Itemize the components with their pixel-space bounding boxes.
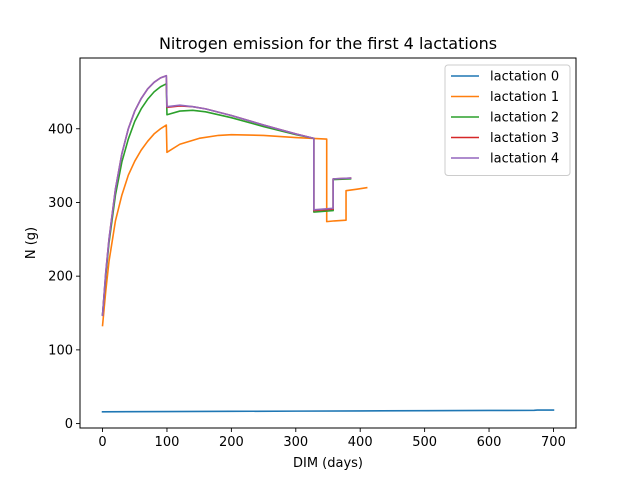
legend-label-3: lactation 3	[490, 131, 559, 146]
y-tick-label: 300	[48, 196, 73, 211]
x-tick-label: 700	[541, 435, 566, 450]
x-axis-label: DIM (days)	[293, 456, 363, 471]
y-axis: 0 100 200 300 400	[48, 122, 80, 432]
legend-label-0: lactation 0	[490, 70, 559, 85]
legend-label-1: lactation 1	[490, 90, 559, 105]
series-line-4	[101, 74, 352, 317]
chart-title: Nitrogen emission for the first 4 lactat…	[159, 34, 497, 53]
legend-label-2: lactation 2	[490, 111, 559, 126]
plot-frame	[79, 57, 577, 429]
legend: lactation 0 lactation 1 lactation 2 lactati…	[444, 64, 571, 176]
legend-box	[444, 64, 571, 176]
legend-label-4: lactation 4	[490, 152, 559, 167]
x-tick-label: 100	[155, 435, 180, 450]
y-tick-label: 200	[48, 270, 73, 285]
series-line-1	[101, 124, 368, 327]
x-tick-label: 300	[283, 435, 308, 450]
x-tick-label: 500	[412, 435, 437, 450]
x-tick-label: 200	[219, 435, 244, 450]
x-axis: 0 100 200 300 400 500 600 700	[98, 428, 566, 450]
series-line-0	[101, 409, 555, 413]
y-tick-label: 0	[65, 417, 73, 432]
y-axis-label: N (g)	[24, 227, 39, 259]
y-tick-label: 400	[48, 122, 73, 137]
y-tick-label: 100	[48, 343, 73, 358]
plot-lines	[101, 74, 555, 413]
x-tick-label: 400	[348, 435, 373, 450]
x-tick-label: 0	[98, 435, 106, 450]
x-tick-label: 600	[477, 435, 502, 450]
